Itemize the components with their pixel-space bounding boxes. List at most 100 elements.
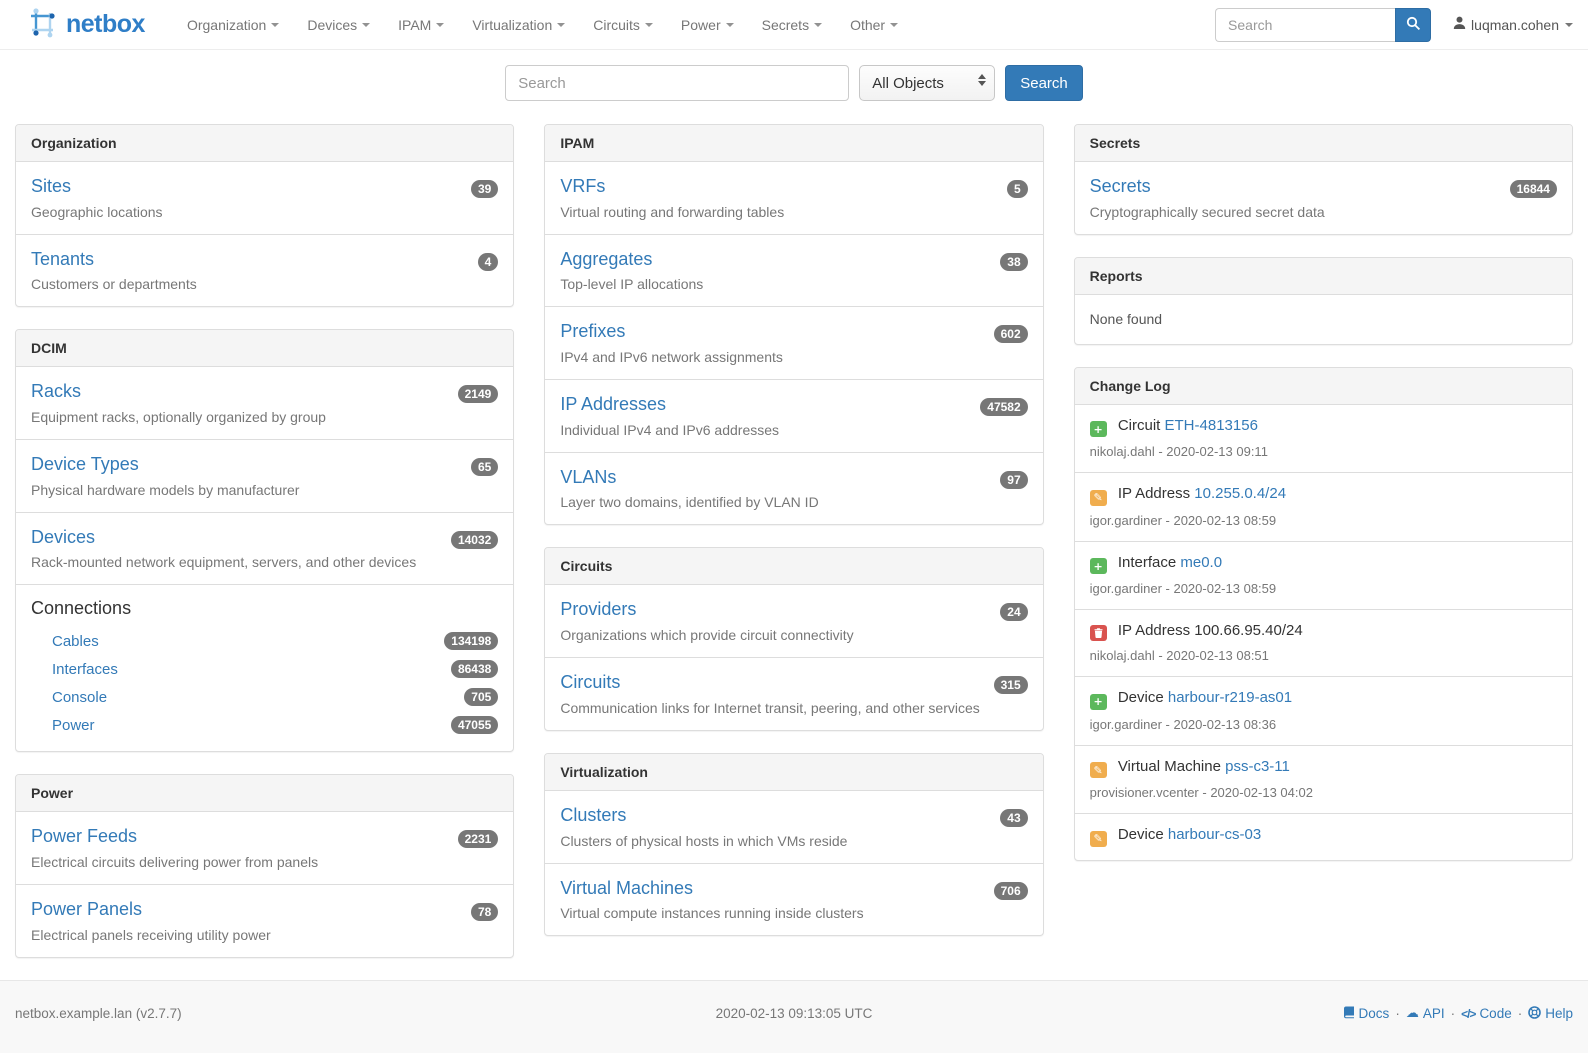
changelog-entry: + Circuit ETH-4813156 nikolaj.dahl - 202… — [1074, 405, 1572, 474]
aggregates-link[interactable]: Aggregates — [560, 248, 653, 269]
docs-link[interactable]: Docs — [1343, 1006, 1389, 1022]
nav-menu-secrets[interactable]: Secrets — [748, 0, 836, 50]
secrets-link[interactable]: Secrets — [1089, 176, 1151, 196]
reports-panel: Reports None found — [1073, 256, 1573, 345]
providers-link[interactable]: Providers — [560, 599, 637, 620]
item-description: Top-level IP allocations — [560, 276, 704, 293]
power-link[interactable]: Power — [52, 716, 95, 734]
caret-down-icon — [271, 22, 280, 27]
item-description: Geographic locations — [31, 203, 163, 220]
power-feeds-link[interactable]: Power Feeds — [31, 826, 138, 847]
item-description: Clusters of physical hosts in which VMs … — [560, 832, 848, 849]
power-panels-link[interactable]: Power Panels — [31, 899, 143, 920]
item-description: Equipment racks, optionally organized by… — [31, 409, 326, 426]
panel-title: Power — [16, 775, 514, 813]
secrets-panel: Secrets 16844 Secrets Cryptographically … — [1073, 124, 1573, 235]
count-badge: 43 — [1000, 808, 1028, 827]
global-search-bar: All Objects Search — [0, 50, 1588, 121]
ip-addresses-link[interactable]: IP Addresses — [560, 394, 667, 415]
separator — [1518, 1006, 1523, 1021]
count-badge: 134198 — [444, 632, 499, 651]
search-icon — [1406, 16, 1421, 34]
panel-title: Virtualization — [545, 753, 1043, 791]
racks-link[interactable]: Racks — [31, 381, 82, 402]
device-types-link[interactable]: Device Types — [31, 454, 139, 475]
vrfs-link[interactable]: VRFs — [560, 176, 606, 196]
console-link[interactable]: Console — [52, 688, 108, 706]
nav-menu-devices[interactable]: Devices — [293, 0, 384, 50]
changelog-meta: igor.gardiner - 2020-02-13 08:59 — [1089, 581, 1277, 597]
nav-menu-power[interactable]: Power — [667, 0, 748, 50]
panel-title: Reports — [1074, 257, 1572, 295]
add-icon: + — [1089, 421, 1107, 438]
changelog-object-type: Circuit — [1117, 416, 1161, 434]
navbar-search-button[interactable] — [1395, 7, 1432, 42]
changelog-object-link[interactable]: harbour-r219-as01 — [1167, 689, 1293, 707]
tenants-link[interactable]: Tenants — [31, 248, 95, 269]
nav-menu-virtualization[interactable]: Virtualization — [458, 0, 579, 50]
item-description: Customers or departments — [31, 276, 197, 293]
list-item: 24 Providers Organizations which provide… — [545, 585, 1043, 659]
nav-menu-label: Circuits — [593, 16, 640, 33]
item-description: Virtual routing and forwarding tables — [560, 203, 785, 220]
user-menu[interactable]: luqman.cohen — [1453, 16, 1573, 33]
nav-menu-label: Devices — [307, 16, 358, 33]
count-badge: 78 — [470, 903, 499, 922]
search-scope-select[interactable]: All Objects — [859, 65, 996, 101]
vlans-link[interactable]: VLANs — [560, 466, 617, 487]
circuits-link[interactable]: Circuits — [560, 672, 621, 693]
changelog-object-link[interactable]: pss-c3-11 — [1225, 757, 1290, 775]
caret-down-icon — [644, 22, 653, 27]
changelog-object-link[interactable]: 10.255.0.4/24 — [1194, 485, 1287, 503]
nav-menu-other[interactable]: Other — [836, 0, 912, 50]
separator — [1395, 1006, 1400, 1021]
username: luqman.cohen — [1471, 16, 1559, 33]
add-icon: + — [1089, 558, 1107, 575]
changelog-object-link[interactable]: harbour-cs-03 — [1167, 826, 1262, 844]
panel-title: IPAM — [545, 125, 1043, 162]
changelog-entry: + Interface me0.0 igor.gardiner - 2020-0… — [1074, 542, 1572, 611]
changelog-meta: nikolaj.dahl - 2020-02-13 08:51 — [1089, 648, 1269, 664]
caret-down-icon — [725, 22, 734, 27]
nav-menu-circuits[interactable]: Circuits — [579, 0, 667, 50]
list-item: 43 Clusters Clusters of physical hosts i… — [545, 791, 1043, 864]
global-search-input[interactable] — [505, 65, 850, 101]
clusters-link[interactable]: Clusters — [560, 804, 627, 825]
code-link[interactable]: </> Code — [1461, 1006, 1512, 1021]
devices-link[interactable]: Devices — [31, 526, 96, 547]
edit-icon: ✎ — [1089, 762, 1107, 779]
count-badge: 706 — [993, 881, 1028, 900]
panel-title: Change Log — [1074, 367, 1572, 405]
item-description: Rack-mounted network equipment, servers,… — [31, 554, 417, 571]
prefixes-link[interactable]: Prefixes — [560, 321, 626, 342]
changelog-object-link[interactable]: me0.0 — [1180, 553, 1223, 571]
page-footer: netbox.example.lan (v2.7.7) 2020-02-13 0… — [0, 979, 1588, 1053]
changelog-meta: igor.gardiner - 2020-02-13 08:36 — [1089, 716, 1277, 732]
global-search-button[interactable]: Search — [1005, 65, 1083, 101]
reports-empty-text: None found — [1089, 310, 1163, 327]
virtual-machines-link[interactable]: Virtual Machines — [560, 877, 694, 898]
connection-row: Cables 134198 — [31, 627, 499, 655]
sites-link[interactable]: Sites — [31, 176, 72, 196]
list-item: 39 Sites Geographic locations — [16, 162, 514, 235]
select-spinner-icon — [978, 74, 987, 86]
changelog-object-link[interactable]: ETH-4813156 — [1164, 416, 1258, 434]
netbox-brand[interactable]: netbox — [26, 7, 145, 42]
connection-row: Console 705 — [31, 683, 499, 711]
cables-link[interactable]: Cables — [52, 632, 99, 650]
nav-menu-ipam[interactable]: IPAM — [384, 0, 458, 50]
count-badge: 39 — [470, 180, 499, 198]
interfaces-link[interactable]: Interfaces — [52, 660, 118, 678]
api-link[interactable]: ☁ API — [1406, 1006, 1445, 1021]
help-link[interactable]: Help — [1528, 1006, 1573, 1022]
item-description: Layer two domains, identified by VLAN ID — [560, 494, 819, 511]
panel-title: Circuits — [545, 548, 1043, 586]
caret-down-icon — [362, 22, 371, 27]
nav-menu-organization[interactable]: Organization — [173, 0, 293, 50]
count-badge: 86438 — [450, 660, 499, 679]
count-badge: 4 — [477, 252, 499, 271]
count-badge: 14032 — [450, 530, 499, 549]
navbar-search-input[interactable] — [1215, 7, 1396, 42]
ipam-panel: IPAM 5 VRFs Virtual routing and forwardi… — [544, 124, 1044, 526]
nav-menu-label: Secrets — [761, 16, 810, 33]
